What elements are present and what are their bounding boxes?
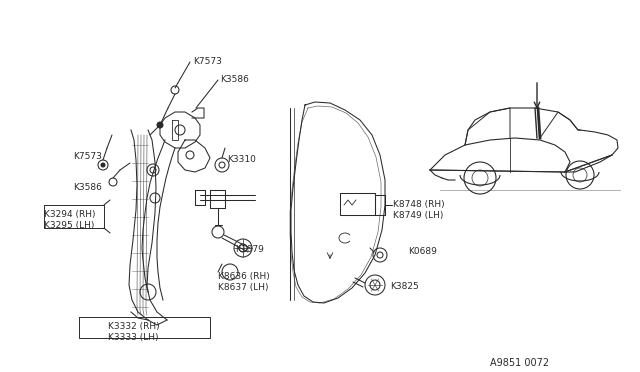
Text: K3332 (RH): K3332 (RH) bbox=[108, 322, 159, 331]
Text: K8749 (LH): K8749 (LH) bbox=[393, 211, 444, 220]
Text: K3294 (RH): K3294 (RH) bbox=[44, 210, 95, 219]
Text: K3586: K3586 bbox=[73, 183, 102, 192]
Text: K0689: K0689 bbox=[408, 247, 437, 256]
Text: K7573: K7573 bbox=[73, 152, 102, 161]
Text: K3310: K3310 bbox=[227, 155, 256, 164]
Text: A9851 0072: A9851 0072 bbox=[490, 358, 549, 368]
Text: K3586: K3586 bbox=[220, 75, 249, 84]
Text: K3333 (LH): K3333 (LH) bbox=[108, 333, 159, 342]
Circle shape bbox=[157, 122, 163, 128]
Text: K8636 (RH): K8636 (RH) bbox=[218, 272, 269, 281]
Text: K3295 (LH): K3295 (LH) bbox=[44, 221, 94, 230]
Circle shape bbox=[101, 163, 105, 167]
Text: K8637 (LH): K8637 (LH) bbox=[218, 283, 269, 292]
Text: K3825: K3825 bbox=[390, 282, 419, 291]
Text: K8748 (RH): K8748 (RH) bbox=[393, 200, 445, 209]
Text: K1079: K1079 bbox=[235, 245, 264, 254]
Text: K7573: K7573 bbox=[193, 57, 222, 66]
